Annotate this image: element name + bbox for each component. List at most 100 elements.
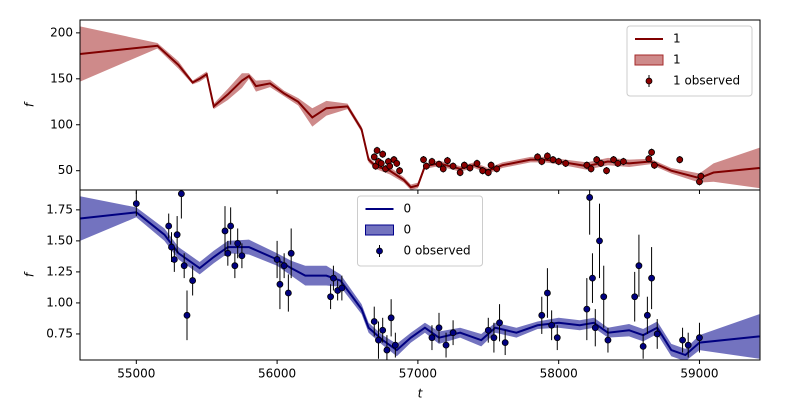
observed-point (386, 162, 394, 170)
observed-point (473, 159, 481, 167)
y-tick-label: 1.50 (46, 233, 73, 247)
observed-point (544, 152, 551, 160)
observed-point (600, 293, 608, 301)
y-tick-label: 200 (50, 25, 73, 39)
observed-point (420, 156, 427, 164)
observed-point (648, 148, 655, 156)
observed-point (484, 169, 492, 176)
observed-point (620, 158, 627, 165)
observed-point (221, 227, 229, 235)
observed-point (586, 194, 594, 201)
observed-point (479, 167, 487, 175)
observed-point (631, 293, 639, 301)
observed-point (645, 155, 653, 163)
observed-point (442, 341, 450, 349)
observed-point (435, 324, 443, 332)
observed-point (493, 165, 501, 173)
y-tick-label: 1.75 (46, 202, 73, 216)
observed-point (375, 336, 382, 344)
observed-point (648, 274, 655, 282)
observed-point (639, 342, 647, 350)
observed-point (696, 334, 703, 342)
observed-point (449, 329, 457, 337)
observed-point (273, 256, 281, 263)
observed-point (538, 158, 546, 165)
observed-point (676, 156, 684, 164)
observed-point (428, 334, 436, 342)
legend-swatch (634, 54, 664, 66)
legend-swatch (376, 247, 383, 255)
legend: 0 0 0 observed (357, 195, 483, 267)
observed-point (614, 159, 622, 167)
y-tick-label: 1.25 (46, 264, 73, 278)
observed-point (449, 162, 457, 170)
observed-point (227, 222, 235, 230)
observed-point (224, 249, 232, 257)
observed-point (377, 159, 385, 167)
observed-point (653, 330, 661, 338)
y-tick-label: 150 (50, 71, 73, 85)
observed-point (603, 167, 610, 175)
observed-point (544, 289, 551, 297)
observed-point (555, 158, 563, 165)
y-tick-label: 1.00 (46, 295, 73, 309)
observed-point (679, 336, 686, 344)
legend-label: 1 (673, 32, 681, 46)
observed-point (238, 252, 246, 260)
observed-point (696, 178, 703, 186)
confidence-band (80, 196, 760, 360)
observed-point (562, 159, 570, 167)
observed-point (189, 277, 197, 284)
x-tick-label: 58000 (540, 367, 578, 381)
observed-point (501, 339, 509, 347)
observed-point (284, 289, 292, 297)
legend-swatch (365, 224, 394, 236)
observed-point (610, 156, 617, 164)
observed-point (456, 169, 464, 176)
observed-point (643, 311, 651, 319)
observed-point (496, 319, 503, 327)
observed-point (391, 341, 399, 349)
legend-swatch (645, 77, 653, 85)
observed-point (597, 159, 605, 167)
x-tick-label: 57000 (399, 367, 437, 381)
observed-point (534, 153, 541, 161)
observed-point (484, 326, 492, 334)
x-tick-label: 56000 (258, 367, 296, 381)
y-axis-label: f (23, 101, 37, 107)
observed-point (548, 321, 556, 329)
observed-point (379, 326, 387, 334)
observed-point (338, 284, 346, 292)
observed-point (183, 311, 191, 319)
observed-point (684, 341, 692, 349)
legend-box (626, 25, 753, 97)
observed-point (370, 153, 378, 161)
observed-point (373, 147, 381, 154)
observed-point (383, 346, 391, 354)
y-tick-label: 50 (58, 163, 73, 177)
observed-point (231, 262, 239, 270)
x-axis-label: t (418, 387, 424, 400)
legend-label: 1 observed (673, 74, 740, 88)
observed-point (327, 293, 335, 301)
observed-point (487, 161, 495, 169)
observed-point (276, 280, 284, 288)
legend: 1 1 1 observed (626, 25, 753, 97)
observed-point (583, 305, 591, 313)
x-tick-label: 59000 (680, 367, 718, 381)
observed-point (132, 200, 140, 208)
plot-area (80, 190, 760, 360)
y-axis-label: f (23, 271, 37, 277)
observed-point (651, 161, 658, 169)
observed-point (435, 160, 443, 168)
observed-point (234, 239, 242, 247)
observed-point (439, 165, 447, 173)
observed-point (697, 172, 705, 180)
observed-point (370, 318, 378, 325)
observed-point (393, 159, 401, 167)
observed-point (177, 190, 185, 198)
observed-point (180, 262, 188, 270)
observed-point (589, 274, 596, 282)
observed-point (379, 150, 387, 158)
